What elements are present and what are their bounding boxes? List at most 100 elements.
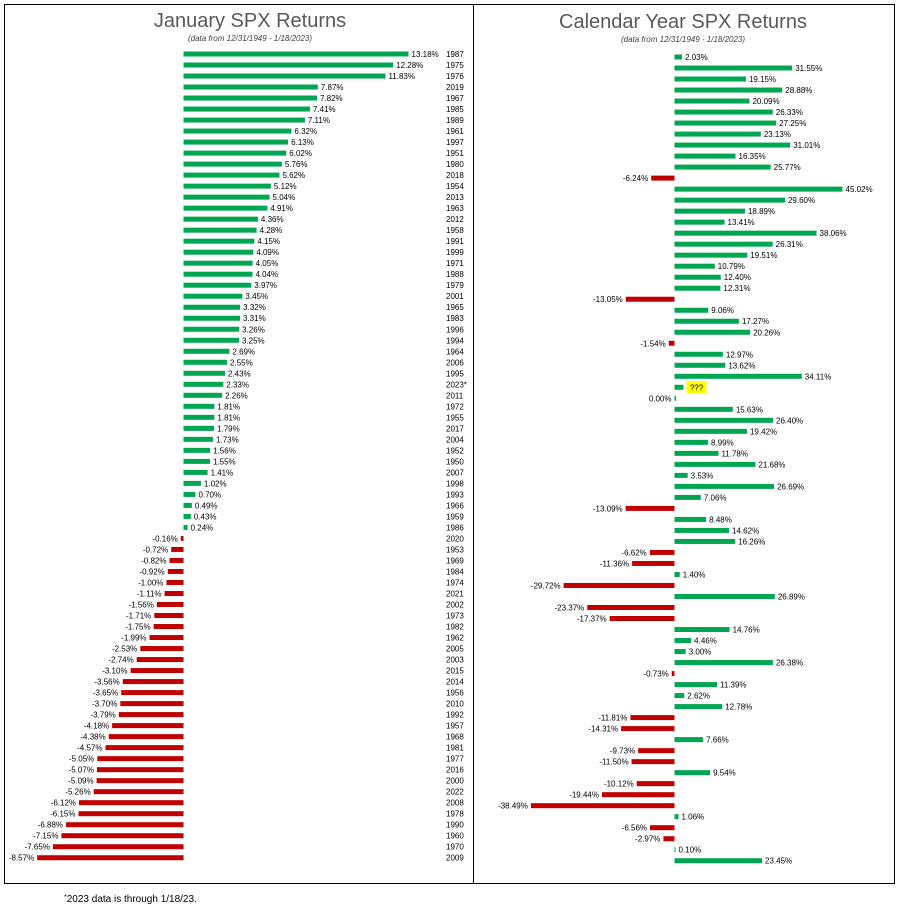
- jan-value-label: -5.07%: [69, 766, 94, 775]
- jan-value-label: 7.82%: [320, 94, 343, 103]
- jan-value-label: 1.41%: [211, 468, 234, 477]
- jan-bar: [183, 403, 215, 409]
- cal-bar: [674, 307, 709, 313]
- cal-bar: [674, 516, 707, 522]
- cal-value-label: 34.11%: [805, 372, 832, 381]
- jan-value-label: -3.79%: [90, 711, 115, 720]
- cal-bar: [674, 329, 751, 335]
- jan-value-label: 4.09%: [256, 248, 279, 257]
- cal-bar: [674, 494, 701, 500]
- jan-bar: [140, 646, 184, 652]
- cal-value-label: -19.44%: [569, 791, 599, 800]
- jan-value-label: -1.56%: [129, 601, 154, 610]
- jan-value-label: -6.12%: [51, 799, 76, 808]
- jan-year-label: 2018: [446, 171, 464, 180]
- jan-bar: [183, 502, 192, 508]
- jan-year-label: 1958: [446, 226, 464, 235]
- jan-bar: [183, 73, 386, 79]
- jan-bar: [183, 128, 292, 134]
- jan-year-label: 1994: [446, 336, 464, 345]
- cal-bar: [651, 175, 675, 181]
- jan-year-label: 2020: [446, 534, 464, 543]
- jan-value-label: 3.97%: [254, 281, 277, 290]
- jan-bar: [37, 855, 184, 861]
- cal-bar: [674, 285, 721, 291]
- cal-bar: [674, 649, 686, 655]
- cal-value-label: 23.13%: [764, 130, 791, 139]
- cal-value-label: 21.68%: [758, 460, 785, 469]
- jan-bar: [183, 238, 255, 244]
- jan-bar: [61, 833, 184, 839]
- jan-value-label: 6.13%: [291, 138, 314, 147]
- cal-bar: [625, 505, 675, 511]
- jan-value-label: 1.73%: [216, 435, 239, 444]
- cal-bar: [530, 803, 675, 809]
- jan-year-label: 2017: [446, 424, 464, 433]
- jan-value-label: -3.56%: [94, 678, 119, 687]
- jan-bar: [183, 370, 225, 376]
- jan-bar: [183, 205, 268, 211]
- cal-bar: [674, 450, 719, 456]
- cal-bar: [631, 759, 675, 765]
- cal-value-label: 3.00%: [689, 648, 712, 657]
- jan-bar: [96, 767, 184, 773]
- cal-bar: [674, 373, 802, 379]
- cal-value-label: 2.03%: [685, 53, 708, 62]
- left-chart-title: January SPX Returns: [153, 10, 347, 32]
- jan-bar: [183, 227, 257, 233]
- jan-bar: [183, 282, 252, 288]
- jan-value-label: -5.26%: [65, 788, 90, 797]
- cal-value-label: 14.62%: [732, 526, 759, 535]
- jan-year-label: 1962: [446, 634, 464, 643]
- cal-value-label: 12.78%: [725, 703, 752, 712]
- jan-value-label: -0.72%: [143, 545, 168, 554]
- jan-bar: [183, 139, 289, 145]
- cal-value-label: 11.39%: [720, 681, 747, 690]
- jan-year-label: 1955: [446, 413, 464, 422]
- jan-bar: [164, 590, 184, 596]
- jan-year-label: 1973: [446, 612, 464, 621]
- jan-value-label: 0.70%: [198, 490, 221, 499]
- jan-bar: [183, 392, 223, 398]
- cal-unknown-highlight: [686, 381, 707, 394]
- cal-value-label: -23.37%: [554, 604, 584, 613]
- jan-year-label: 2000: [446, 777, 464, 786]
- jan-year-label: 1968: [446, 733, 464, 742]
- jan-value-label: 1.02%: [204, 479, 227, 488]
- jan-bar: [183, 524, 188, 530]
- jan-bar: [183, 348, 230, 354]
- jan-year-label: 2001: [446, 292, 464, 301]
- jan-year-label: 2007: [446, 468, 464, 477]
- jan-year-label: 2002: [446, 601, 464, 610]
- cal-value-label: 7.06%: [704, 493, 727, 502]
- jan-value-label: 3.45%: [245, 292, 268, 301]
- chart-frame: [4, 4, 895, 884]
- jan-value-label: -1.11%: [137, 589, 162, 598]
- cal-bar: [674, 527, 730, 533]
- jan-year-label: 2015: [446, 667, 464, 676]
- jan-bar: [183, 414, 215, 420]
- jan-value-label: 5.62%: [282, 171, 305, 180]
- jan-value-label: 7.87%: [321, 83, 344, 92]
- cal-bar: [668, 340, 675, 346]
- jan-bar: [118, 712, 184, 718]
- jan-bar: [66, 822, 184, 828]
- jan-bar: [121, 690, 184, 696]
- jan-year-label: 2012: [446, 215, 464, 224]
- jan-year-label: 1976: [446, 72, 464, 81]
- jan-bar: [183, 150, 287, 156]
- jan-year-label: 2021: [446, 589, 464, 598]
- jan-bar: [108, 734, 184, 740]
- jan-value-label: 7.11%: [308, 116, 330, 125]
- jan-value-label: -2.74%: [108, 656, 133, 665]
- cal-value-label: 26.33%: [776, 108, 803, 117]
- cal-value-label: 11.78%: [721, 449, 748, 458]
- cal-value-label: -17.37%: [577, 615, 607, 624]
- cal-value-label: -11.36%: [600, 559, 629, 568]
- cal-value-label: 1.40%: [683, 570, 706, 579]
- jan-bar: [183, 381, 224, 387]
- jan-value-label: -7.65%: [25, 843, 50, 852]
- jan-value-label: 2.33%: [226, 380, 249, 389]
- jan-value-label: -8.57%: [9, 854, 34, 863]
